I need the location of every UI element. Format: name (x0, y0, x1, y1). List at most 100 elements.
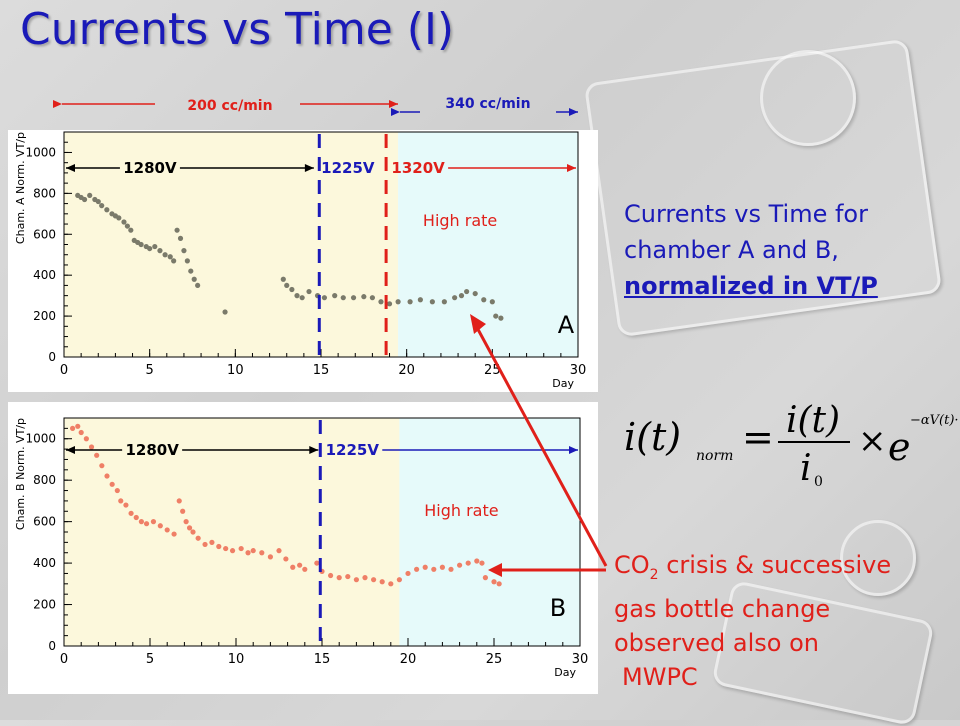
x-tick-label: 20 (400, 652, 417, 667)
y-tick-label: 200 (33, 309, 56, 323)
data-point (465, 560, 471, 566)
data-point (190, 529, 196, 535)
data-point (379, 579, 385, 585)
svg-text:i(t): i(t) (624, 415, 681, 459)
data-point (472, 290, 478, 297)
y-tick-label: 800 (33, 186, 56, 200)
data-point (177, 235, 184, 241)
data-point (489, 299, 495, 305)
x-tick-label: 15 (314, 652, 331, 667)
panel-label: B (550, 594, 566, 622)
voltage-label: 1320V (391, 159, 445, 177)
data-point (202, 541, 208, 548)
x-axis-title: Day (554, 666, 576, 679)
data-point (259, 550, 265, 556)
y-tick-label: 200 (33, 598, 56, 612)
data-point (431, 566, 437, 572)
y-tick-label: 400 (33, 556, 56, 570)
data-point (340, 295, 346, 301)
data-point (498, 315, 504, 321)
data-point (284, 282, 290, 289)
data-point (238, 545, 244, 552)
data-point (336, 575, 342, 581)
data-point (458, 293, 465, 299)
data-point (121, 219, 127, 225)
data-point (229, 548, 236, 554)
x-tick-label: 30 (572, 652, 589, 667)
data-point (123, 502, 129, 508)
data-point (283, 556, 289, 562)
y-axis-title: Cham. A Norm. VT/p (14, 132, 27, 244)
y-tick-label: 1000 (25, 432, 56, 446)
data-point (124, 223, 130, 229)
data-point (104, 207, 110, 213)
pointer-arrow-b-head (488, 563, 502, 577)
description-emphasis: normalized in VT/P (624, 272, 878, 300)
chart-panel-A: 0 5 10 15 20 25 30 0 200 400 600 800 1000 Day Cham. A … (8, 130, 598, 392)
co2-line3: observed also on (614, 628, 819, 657)
data-point (457, 562, 463, 568)
y-tick-label: 1000 (25, 145, 56, 159)
x-tick-label: 25 (486, 652, 503, 667)
y-tick-label: 400 (33, 268, 56, 282)
data-point (250, 548, 256, 554)
svg-text:e: e (888, 425, 911, 469)
data-point (294, 293, 300, 299)
high-rate-label: High rate (424, 501, 498, 520)
co2-annotation: CO2 crisis & successive gas bottle chang… (614, 548, 960, 694)
data-point (388, 581, 394, 587)
data-point (104, 473, 110, 479)
data-point (350, 295, 357, 301)
data-point (328, 572, 334, 579)
description-text: Currents vs Time for chamber A and B, no… (624, 196, 954, 304)
voltage-label: 1225V (326, 441, 380, 459)
data-point (362, 575, 368, 581)
data-point (386, 301, 393, 307)
y-tick-label: 600 (33, 515, 56, 529)
panel-label: A (558, 311, 575, 339)
data-point (345, 573, 351, 580)
data-point (321, 295, 328, 301)
voltage-arrow-head (309, 446, 319, 454)
data-point (99, 203, 105, 209)
pointer-arrow-a-head (470, 314, 486, 334)
data-point (162, 252, 168, 258)
co2-subscript: 2 (649, 566, 659, 583)
background-circle-shape (840, 520, 916, 596)
y-tick-label: 600 (33, 227, 56, 241)
voltage-arrow-head (569, 446, 578, 454)
y-tick-label: 0 (48, 639, 56, 653)
data-point (180, 508, 186, 514)
flow-arrow-left-b-head (389, 100, 398, 108)
flow-arrow-right-b-head (569, 108, 578, 116)
data-point (152, 243, 158, 250)
data-point (78, 429, 84, 436)
voltage-arrow-head (304, 164, 314, 172)
data-point (70, 425, 76, 431)
data-point (361, 294, 367, 300)
x-tick-label: 25 (484, 363, 501, 378)
data-point (87, 192, 93, 199)
voltage-arrow-head (567, 164, 576, 172)
data-point (493, 313, 499, 319)
data-point (157, 523, 163, 529)
voltage-label: 1280V (125, 441, 179, 459)
data-point (88, 444, 95, 450)
data-point (167, 254, 173, 260)
data-point (378, 299, 384, 305)
high-rate-region (399, 418, 580, 646)
data-point (371, 577, 377, 583)
data-point (439, 564, 445, 570)
data-point (128, 510, 134, 516)
data-point (128, 227, 134, 233)
x-tick-label: 15 (313, 363, 330, 378)
pointer-arrow-a (472, 321, 608, 567)
data-point (299, 295, 305, 301)
data-point (414, 566, 420, 572)
data-point (290, 564, 296, 570)
data-point (171, 258, 177, 264)
voltage-label: 1280V (123, 159, 177, 177)
data-point (150, 519, 157, 525)
data-point (195, 535, 201, 541)
